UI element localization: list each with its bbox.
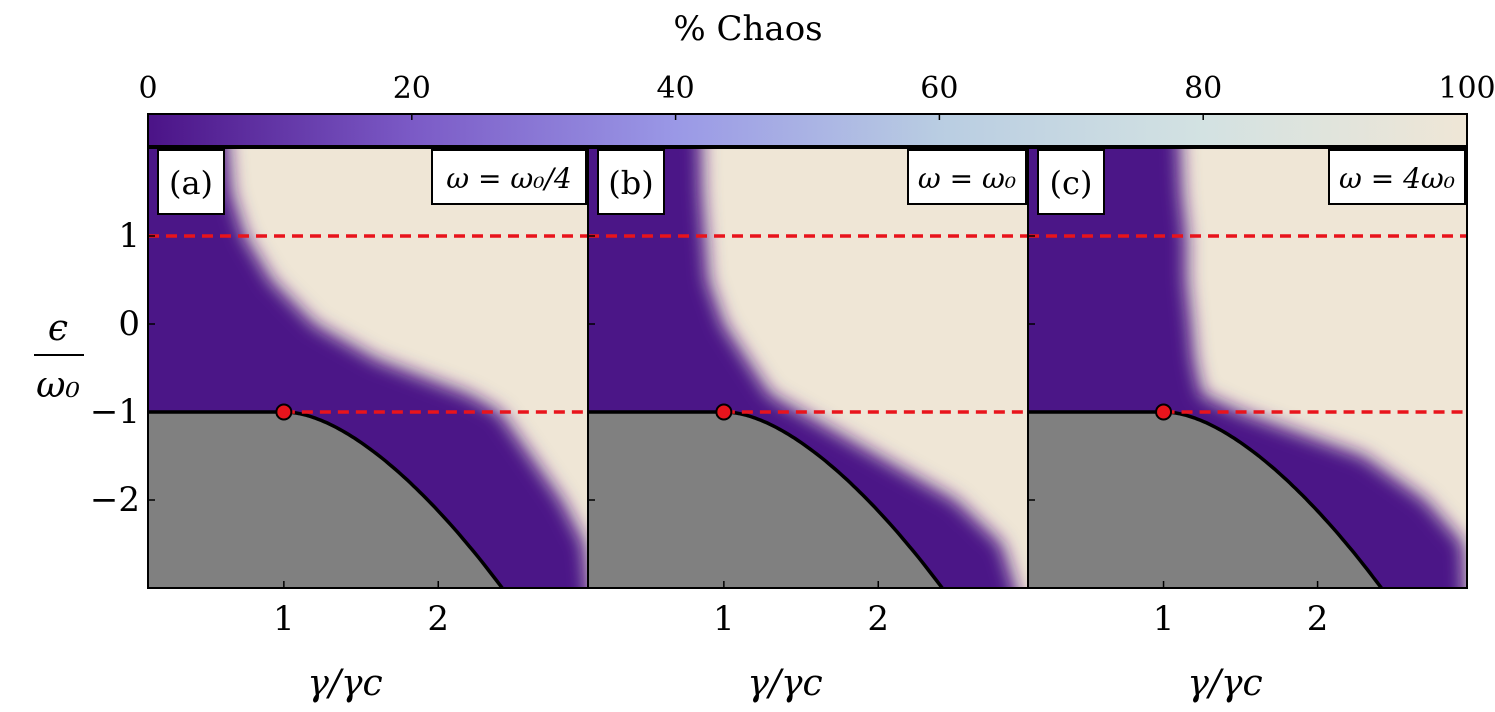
colorbar-tick-label: 60 <box>920 71 958 106</box>
y-tick-label: 1 <box>118 216 140 256</box>
boundary-curve <box>1028 410 1384 588</box>
colorbar-tick-label: 0 <box>138 71 157 106</box>
colorbar-tick-label: 20 <box>393 71 431 106</box>
x-tick-label: 1 <box>713 599 735 639</box>
y-tick-label: −2 <box>90 480 140 520</box>
x-tick-label: 2 <box>1307 599 1329 639</box>
panel-condition-b: ω = ω₀ <box>907 149 1027 205</box>
forbidden-region <box>1028 412 1382 588</box>
colorbar-title: % Chaos <box>673 9 822 49</box>
y-axis-label: ϵ ω₀ <box>34 308 84 406</box>
x-tick-label: 2 <box>867 599 889 639</box>
panel-label-box <box>1037 149 1105 215</box>
panel-label-a: (a) <box>157 149 225 215</box>
x-axis-label-c: γ/γc <box>1187 663 1262 704</box>
panel-label-text: (c) <box>1050 164 1093 202</box>
panel-label-text: (b) <box>608 164 653 202</box>
x-axis-label-b: γ/γc <box>747 663 822 704</box>
panel-c: (c) ω = 4ω₀ <box>1027 147 1468 589</box>
panel-condition-box <box>1328 149 1466 205</box>
critical-point <box>715 403 733 421</box>
panel-condition-text: ω = 4ω₀ <box>1339 162 1455 195</box>
x-axis-label-a: γ/γc <box>307 663 382 704</box>
panel-condition-a: ω = ω₀/4 <box>431 149 587 205</box>
y-axis-label-numerator: ϵ <box>48 308 68 349</box>
panel-condition-text: ω = ω₀/4 <box>446 162 571 195</box>
boundary-curve <box>148 410 505 588</box>
y-tick-label: 0 <box>118 304 140 344</box>
panel-condition-box <box>431 149 587 205</box>
forbidden-region <box>588 412 943 588</box>
critical-point <box>1155 403 1173 421</box>
panel-condition-c: ω = 4ω₀ <box>1328 149 1466 205</box>
colorbar: 0 20 40 60 80 100 <box>138 71 1495 147</box>
panel-label-text: (a) <box>169 164 213 202</box>
panel-label-c: (c) <box>1037 149 1105 215</box>
y-tick-label: −1 <box>90 392 140 432</box>
panel-label-b: (b) <box>597 149 665 215</box>
critical-point <box>275 403 293 421</box>
panel-label-box <box>157 149 225 215</box>
panel-label-box <box>597 149 665 215</box>
panel-frame <box>1027 147 1468 589</box>
y-axis-label-denominator: ω₀ <box>36 365 80 406</box>
forbidden-region <box>148 412 503 588</box>
colorbar-tick-label: 100 <box>1438 71 1495 106</box>
colorbar-gradient <box>147 113 1468 147</box>
panel-condition-text: ω = ω₀ <box>918 162 1016 195</box>
colorbar-tick-label: 80 <box>1184 71 1222 106</box>
x-tick-label: 1 <box>1153 599 1175 639</box>
x-tick-label: 1 <box>273 599 295 639</box>
boundary-curve <box>588 410 945 588</box>
panel-b: (b) ω = ω₀ <box>587 147 1029 589</box>
x-tick-label: 2 <box>427 599 449 639</box>
panel-condition-box <box>907 149 1027 205</box>
colorbar-tick-label: 40 <box>657 71 695 106</box>
panel-a: (a) ω = ω₀/4 <box>147 147 589 589</box>
